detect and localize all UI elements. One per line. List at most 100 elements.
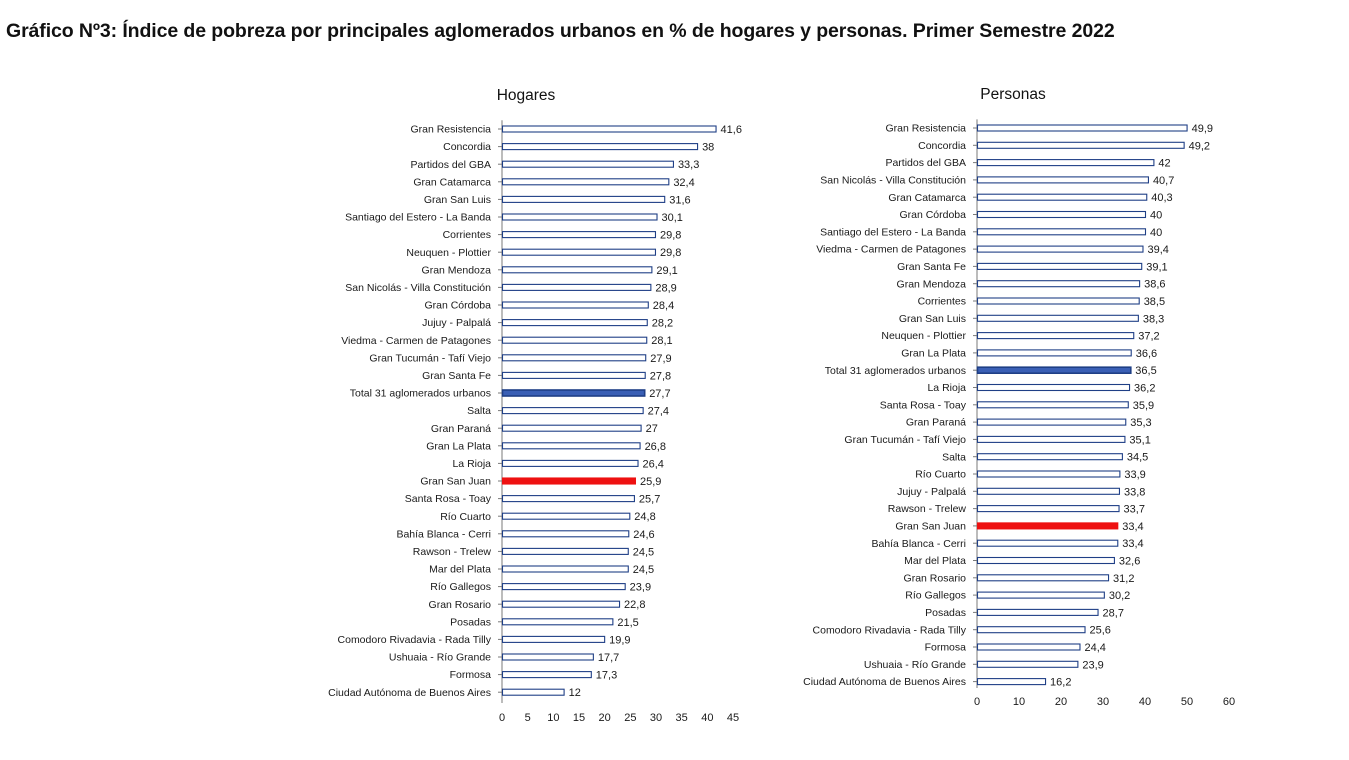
category-label: Gran Santa Fe xyxy=(422,370,491,382)
bar xyxy=(501,371,646,379)
bar xyxy=(976,522,1119,530)
bar xyxy=(976,383,1131,392)
x-tick-label: 0 xyxy=(974,696,980,708)
bar xyxy=(976,314,1139,322)
value-label: 40,7 xyxy=(1153,175,1174,187)
value-label: 40,3 xyxy=(1151,192,1172,204)
chart-personas-title: Personas xyxy=(980,86,1046,103)
value-label: 17,7 xyxy=(598,652,619,664)
value-label: 36,2 xyxy=(1134,383,1155,395)
category-label: Río Gallegos xyxy=(430,581,491,593)
bar xyxy=(976,280,1141,288)
value-label: 31,6 xyxy=(669,194,690,206)
bar xyxy=(976,349,1132,357)
category-label: Santa Rosa - Toay xyxy=(405,493,492,505)
bar xyxy=(501,319,648,327)
value-label: 16,2 xyxy=(1050,677,1071,689)
bar xyxy=(976,297,1140,305)
category-label: Gran San Luis xyxy=(424,194,491,206)
category-label: Gran Tucumán - Tafí Viejo xyxy=(369,352,491,364)
category-label: Partidos del GBA xyxy=(410,159,491,171)
bar xyxy=(976,556,1115,565)
bar xyxy=(501,389,646,397)
value-label: 38,3 xyxy=(1143,313,1164,325)
x-tick-label: 20 xyxy=(1055,696,1067,708)
value-label: 30,2 xyxy=(1109,590,1130,602)
bar xyxy=(501,565,629,573)
value-label: 24,4 xyxy=(1084,642,1105,654)
value-label: 40 xyxy=(1150,210,1162,222)
bar xyxy=(976,626,1086,634)
category-label: Comodoro Rivadavia - Rada Tilly xyxy=(338,634,492,646)
category-label: Bahía Blanca - Cerri xyxy=(396,528,491,540)
category-label: Gran Mendoza xyxy=(897,278,967,290)
category-label: Gran San Juan xyxy=(895,521,966,533)
value-label: 25,9 xyxy=(640,476,661,488)
bar xyxy=(501,248,657,256)
bar xyxy=(501,530,630,538)
x-tick-label: 50 xyxy=(1181,696,1193,708)
category-label: Gran Resistencia xyxy=(885,123,966,135)
category-label: Bahía Blanca - Cerri xyxy=(871,538,966,550)
value-label: 27,4 xyxy=(648,406,669,418)
category-label: Corrientes xyxy=(443,229,491,241)
bar xyxy=(976,487,1121,495)
value-label: 38,5 xyxy=(1144,296,1165,308)
value-label: 33,4 xyxy=(1122,538,1143,550)
bar xyxy=(976,176,1149,184)
value-label: 19,9 xyxy=(609,634,630,646)
value-label: 36,6 xyxy=(1136,348,1157,360)
bar xyxy=(501,283,652,291)
category-label: Viedma - Carmen de Patagones xyxy=(341,335,491,347)
value-label: 30,1 xyxy=(662,212,683,224)
value-label: 38 xyxy=(702,142,714,154)
value-label: 24,8 xyxy=(634,511,655,523)
x-tick-label: 40 xyxy=(701,712,713,724)
category-label: Posadas xyxy=(450,616,491,628)
value-label: 28,4 xyxy=(653,300,674,312)
category-label: Gran La Plata xyxy=(426,440,491,452)
x-tick-label: 0 xyxy=(499,712,505,724)
category-label: Neuquen - Plottier xyxy=(406,247,491,259)
value-label: 32,4 xyxy=(673,177,694,189)
category-label: Gran Tucumán - Tafí Viejo xyxy=(844,434,966,446)
bar xyxy=(501,213,658,221)
bar xyxy=(501,143,699,151)
category-label: Neuquen - Plottier xyxy=(881,330,966,342)
x-tick-label: 10 xyxy=(547,712,559,724)
value-label: 28,1 xyxy=(651,335,672,347)
category-label: Total 31 aglomerados urbanos xyxy=(825,365,966,377)
category-label: Viedma - Carmen de Patagones xyxy=(816,244,966,256)
value-label: 42 xyxy=(1158,158,1170,170)
bar xyxy=(976,574,1110,582)
category-label: Jujuy - Palpalá xyxy=(897,486,966,498)
bar xyxy=(501,618,614,626)
value-label: 29,8 xyxy=(660,230,681,242)
value-label: 27,7 xyxy=(649,388,670,400)
bar xyxy=(501,266,653,274)
category-label: Comodoro Rivadavia - Rada Tilly xyxy=(813,624,967,636)
bar xyxy=(501,301,649,309)
category-label: Gran Santa Fe xyxy=(897,261,966,273)
category-label: San Nicolás - Villa Constitución xyxy=(820,175,966,187)
bar xyxy=(976,262,1143,270)
x-tick-label: 35 xyxy=(676,712,688,724)
bar xyxy=(976,141,1185,149)
value-label: 49,2 xyxy=(1189,140,1210,152)
value-label: 26,8 xyxy=(645,441,666,453)
category-label: Mar del Plata xyxy=(904,555,966,567)
bar xyxy=(976,193,1148,201)
value-label: 36,5 xyxy=(1135,365,1156,377)
value-label: 29,1 xyxy=(656,265,677,277)
category-label: Gran Paraná xyxy=(906,417,966,429)
value-label: 21,5 xyxy=(617,617,638,629)
value-label: 28,7 xyxy=(1103,607,1124,619)
category-label: Rawson - Trelew xyxy=(413,546,492,558)
bar xyxy=(501,407,644,415)
x-tick-label: 10 xyxy=(1013,696,1025,708)
category-label: Mar del Plata xyxy=(429,564,491,576)
value-label: 40 xyxy=(1150,227,1162,239)
value-label: 25,7 xyxy=(639,494,660,506)
category-label: Salta xyxy=(467,405,491,417)
